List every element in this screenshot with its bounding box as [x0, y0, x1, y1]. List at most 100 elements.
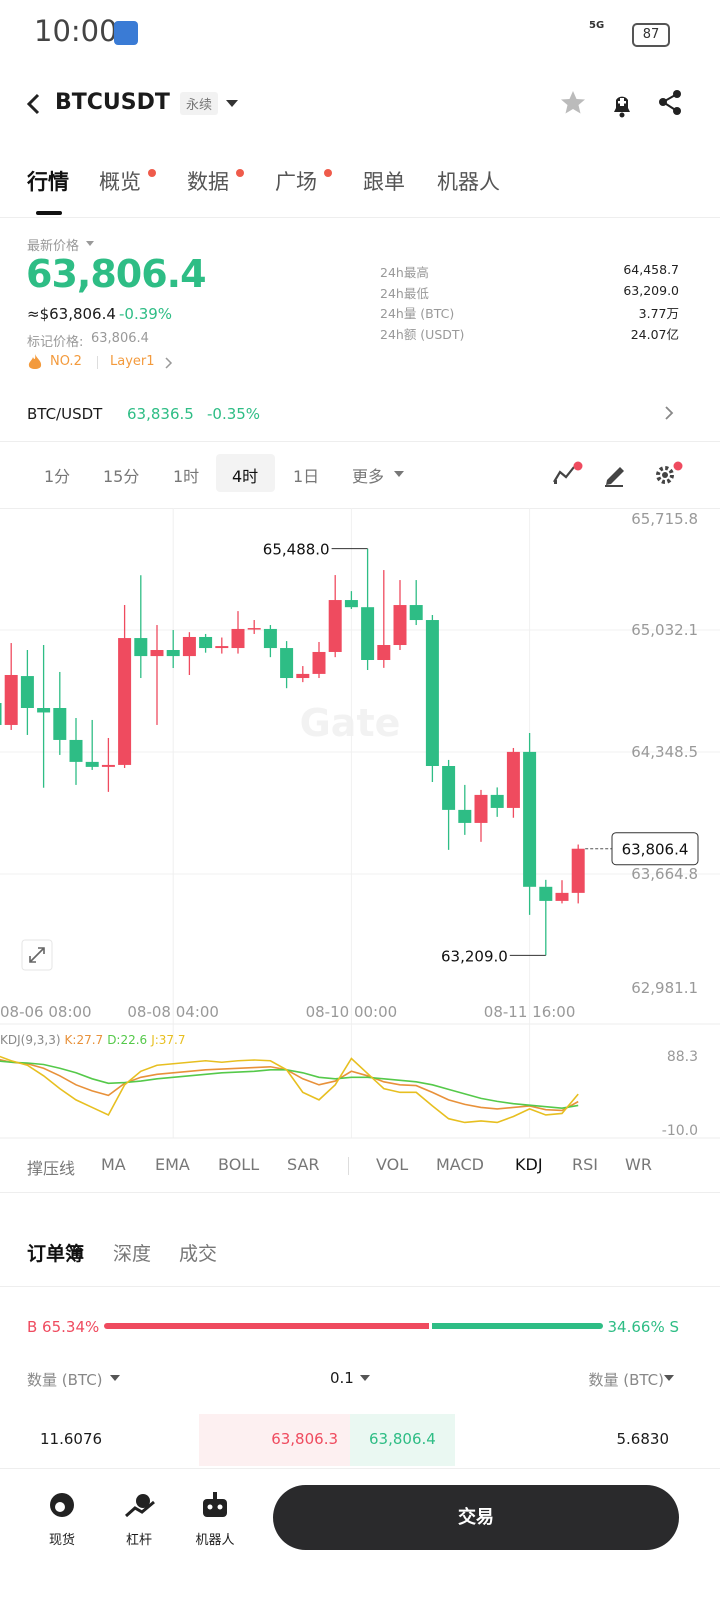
sell-bar	[431, 1323, 603, 1329]
candle-body	[490, 794, 504, 808]
candle-body	[280, 648, 294, 679]
candle-body	[425, 620, 439, 766]
dropdown[interactable]	[225, 99, 239, 109]
x-tick-label: 08-06 08:00	[0, 1003, 92, 1021]
interval[interactable]: 更多	[352, 467, 385, 486]
clock: 10:00	[34, 14, 118, 48]
stat-label: 24h量 (BTC)	[380, 306, 455, 322]
divider	[0, 217, 720, 218]
back-icon[interactable]	[24, 92, 44, 116]
rank[interactable]: NO.2	[50, 354, 82, 369]
tab[interactable]: 机器人	[437, 170, 500, 194]
kdj-line	[0, 1058, 579, 1112]
x-tick-label: 08-08 04:00	[127, 1003, 219, 1021]
candle-body	[393, 605, 407, 646]
candle-body	[118, 638, 132, 765]
orderbook-tab[interactable]: 订单簿	[27, 1243, 85, 1265]
interval[interactable]: 4时	[232, 467, 259, 486]
high-annotation: 65,488.0	[263, 541, 330, 559]
divider	[348, 1157, 349, 1175]
indicator[interactable]: MACD	[436, 1155, 484, 1174]
price-change: -0.39%	[119, 305, 173, 323]
tab[interactable]: 行情	[27, 170, 69, 194]
precision[interactable]: 0.1	[330, 1369, 354, 1387]
interval[interactable]: 1时	[173, 467, 200, 486]
sector[interactable]: Layer1	[110, 354, 155, 369]
x-tick-label: 08-11 16:00	[484, 1003, 576, 1021]
kdj-line	[0, 1055, 579, 1124]
interval[interactable]: 15分	[103, 467, 140, 486]
bid-depth	[199, 1414, 350, 1466]
interval[interactable]: 1日	[293, 467, 320, 486]
candle-body	[506, 751, 520, 808]
candle-body	[523, 751, 537, 887]
indicator[interactable]: 撑压线	[27, 1159, 76, 1178]
indicator[interactable]: BOLL	[218, 1155, 260, 1174]
chevron[interactable]	[664, 405, 674, 421]
low-annotation: 63,209.0	[441, 947, 508, 965]
nav-label[interactable]: 机器人	[195, 1533, 235, 1548]
orderbook-tab[interactable]: 深度	[113, 1243, 152, 1265]
badge-dot	[148, 169, 156, 177]
header-icons[interactable]	[558, 88, 688, 118]
y-tick-label: 65,032.1	[631, 621, 698, 639]
candle-body	[539, 886, 553, 901]
candle-body	[215, 646, 229, 649]
candle-body	[69, 739, 83, 762]
ask-size: 5.6830	[616, 1430, 670, 1448]
interval[interactable]: 1分	[44, 467, 71, 486]
indicator[interactable]: SAR	[287, 1155, 320, 1174]
candle-body	[474, 794, 488, 823]
indicator[interactable]: WR	[625, 1155, 652, 1174]
sell-ratio: 34.66% S	[607, 1318, 679, 1336]
indicator[interactable]: KDJ	[515, 1155, 543, 1174]
usd-price: ≈$63,806.4	[27, 305, 116, 323]
ask-price: 63,806.4	[369, 1430, 436, 1448]
candle-body	[231, 628, 245, 649]
candle-body	[150, 650, 164, 657]
tab[interactable]: 数据	[187, 170, 229, 194]
indicator[interactable]: MA	[101, 1155, 126, 1174]
tab[interactable]: 概览	[99, 170, 141, 194]
legend-entry: K:27.7	[65, 1033, 104, 1047]
indicator[interactable]: EMA	[155, 1155, 190, 1174]
fire-icon	[28, 354, 42, 369]
stat-label: 24h最高	[380, 265, 429, 280]
y-tick-label: 65,715.8	[631, 510, 698, 528]
y-tick-label: 62,981.1	[631, 979, 698, 997]
stat-value: 64,458.7	[623, 262, 679, 277]
candle-body	[182, 636, 196, 657]
nav-label[interactable]: 杠杆	[125, 1533, 152, 1548]
candle-body	[53, 708, 67, 740]
candle-body	[166, 650, 180, 657]
chart-tools[interactable]	[550, 460, 690, 488]
column-right[interactable]: 数量 (BTC)	[588, 1371, 664, 1389]
symbol[interactable]: BTCUSDT	[55, 90, 170, 115]
last-price-label: 63,806.4	[622, 841, 689, 859]
y-tick-label: -10.0	[662, 1123, 698, 1139]
spot-pair[interactable]: BTC/USDT	[27, 405, 103, 423]
indicator-title: KDJ(9,3,3)	[0, 1033, 61, 1047]
ask-depth	[350, 1414, 455, 1466]
tab[interactable]: 跟单	[363, 170, 405, 194]
stat-label: 24h最低	[380, 285, 429, 301]
tab[interactable]: 广场	[275, 170, 317, 194]
y-tick-label: 63,664.8	[631, 865, 698, 883]
stat-value: 3.77万	[638, 306, 679, 322]
bid-price: 63,806.3	[271, 1430, 338, 1448]
legend-entry: D:22.6	[107, 1033, 147, 1047]
nav-label[interactable]: 现货	[48, 1533, 75, 1548]
badge-dot	[324, 169, 332, 177]
nav-icons	[50, 1492, 227, 1518]
indicator[interactable]: RSI	[572, 1155, 598, 1174]
expand-icon	[29, 947, 45, 963]
indicator[interactable]: VOL	[376, 1155, 409, 1174]
dropdown	[86, 241, 94, 246]
candle-body	[442, 765, 456, 810]
candle-body	[361, 607, 375, 661]
column-left[interactable]: 数量 (BTC)	[27, 1371, 103, 1389]
trade-button[interactable]: 交易	[273, 1485, 679, 1550]
orderbook-tab[interactable]: 成交	[179, 1243, 218, 1265]
